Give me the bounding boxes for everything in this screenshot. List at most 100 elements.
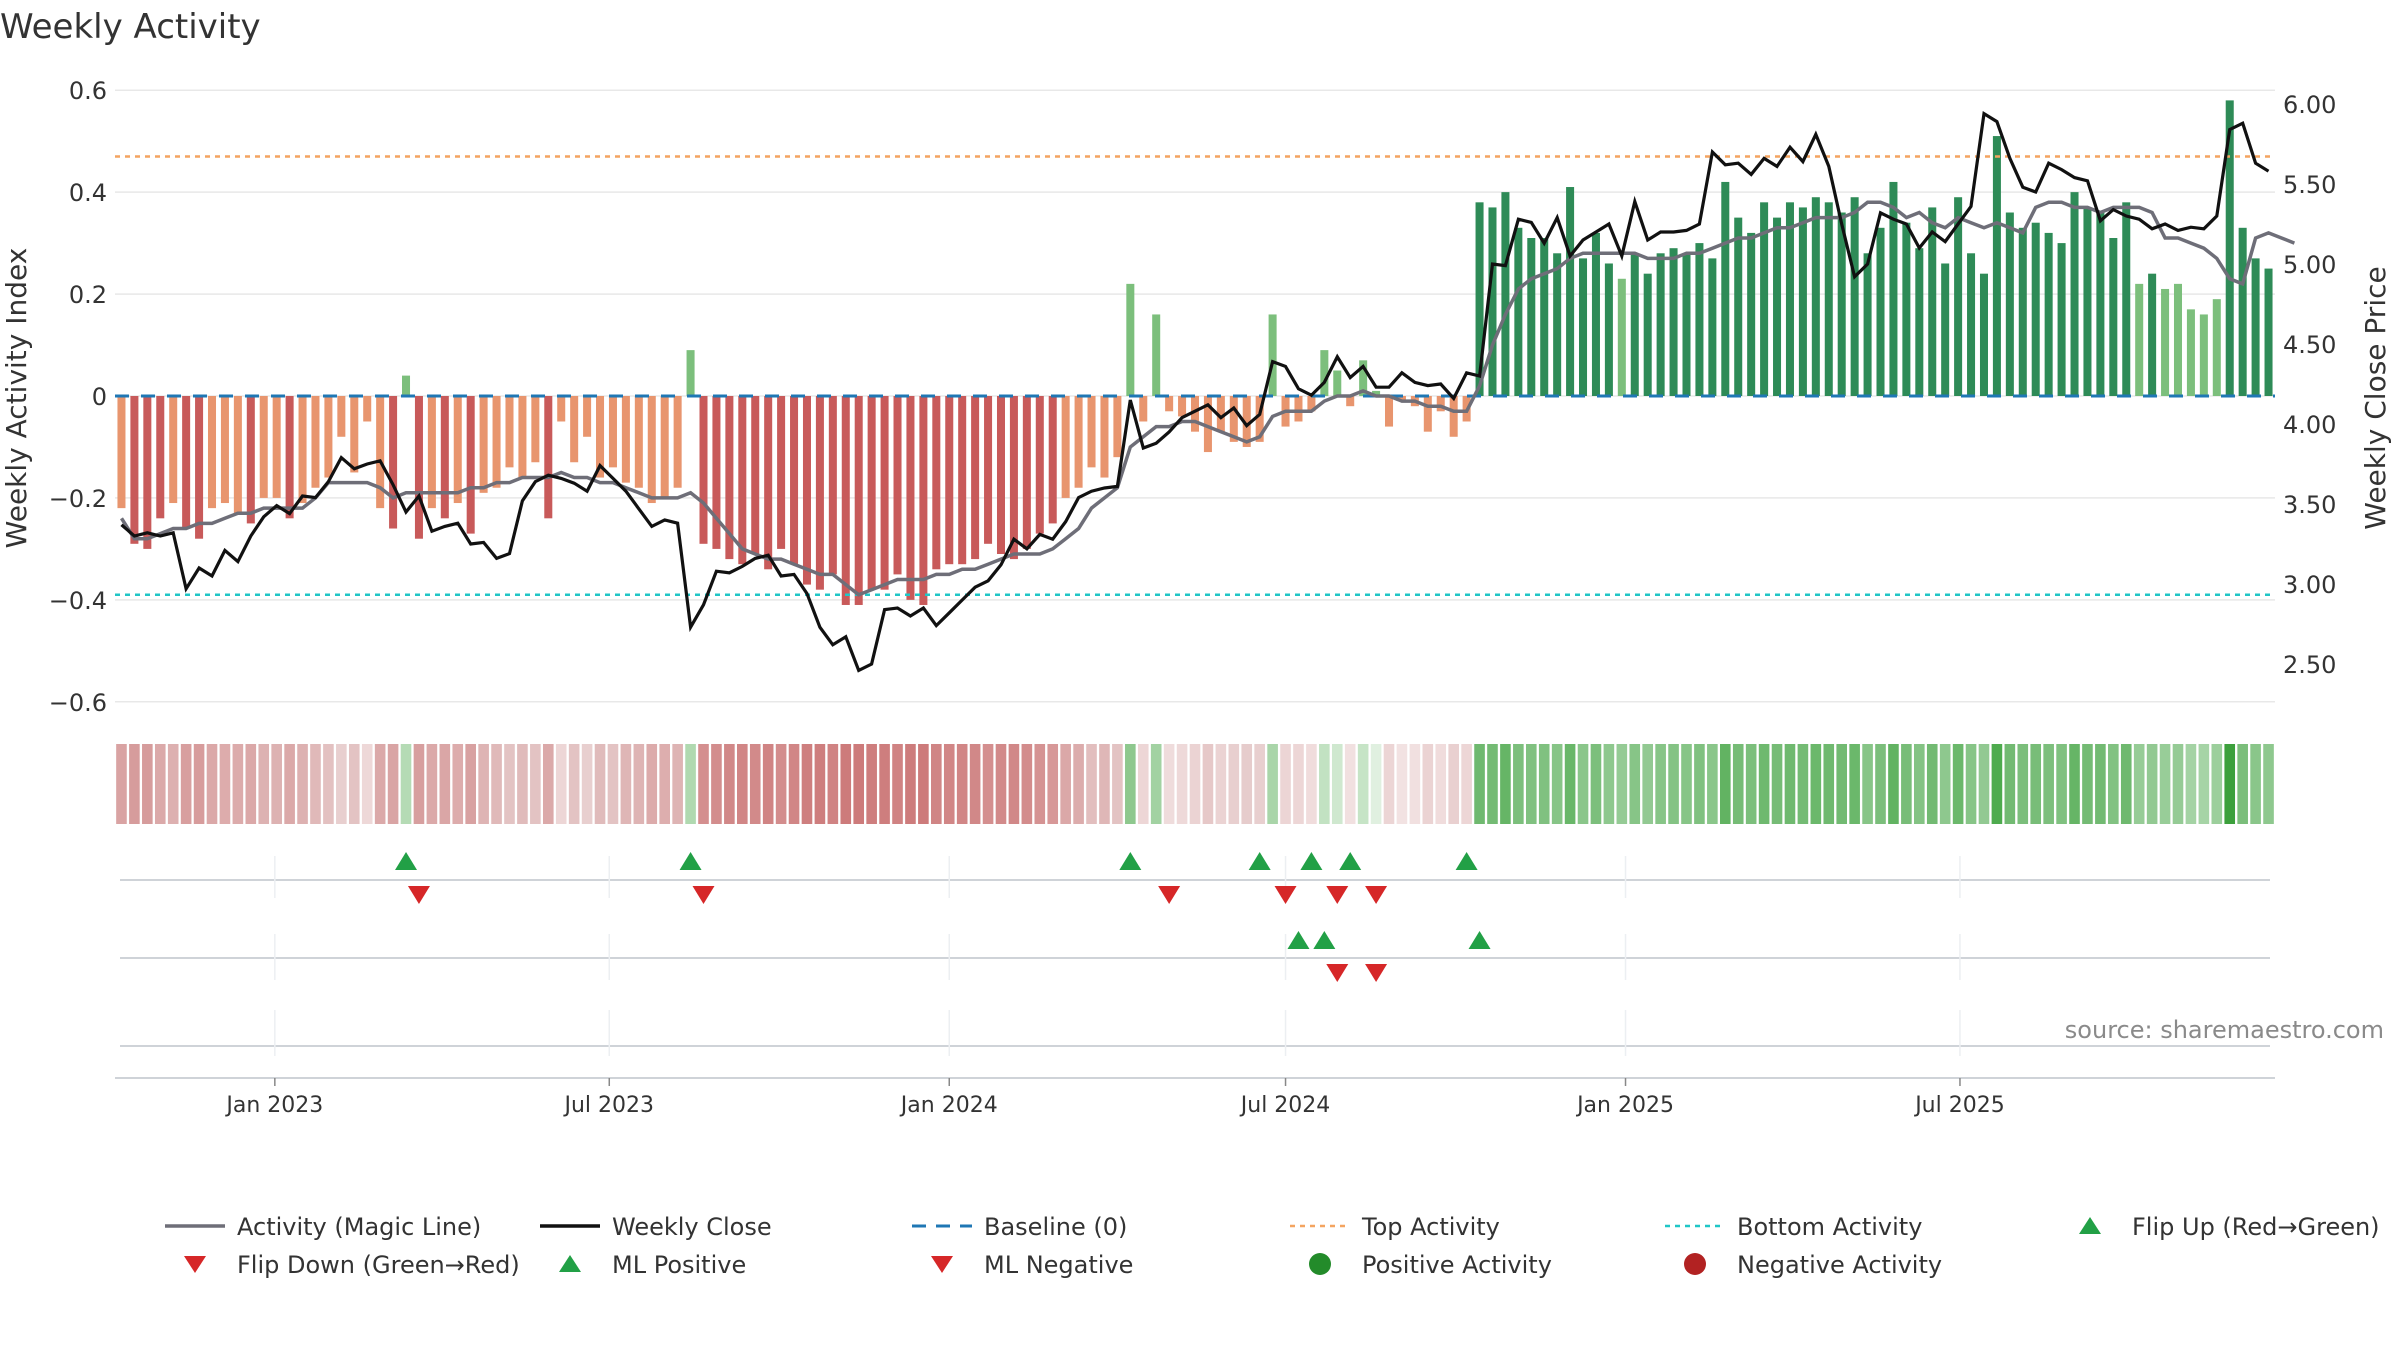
strip-cell [1758, 744, 1770, 824]
activity-bar [2109, 238, 2118, 396]
activity-bar [790, 396, 799, 565]
strip-cell [1112, 744, 1123, 824]
strip-cell [1965, 744, 1977, 824]
activity-bar [1773, 217, 1782, 396]
strip-cell [1732, 744, 1744, 824]
activity-bar [867, 396, 876, 590]
legend-swatch [1684, 1253, 1706, 1275]
strip-cell [633, 744, 645, 824]
activity-bar [1216, 396, 1225, 432]
activity-bar [2083, 207, 2092, 396]
strip-cell [1745, 744, 1757, 824]
legend-label: Weekly Close [612, 1213, 772, 1241]
strip-cell [2224, 744, 2236, 824]
strip-cell [801, 744, 813, 824]
activity-bar [1022, 396, 1031, 549]
legend-item: ML Negative [931, 1251, 1133, 1279]
strip-cell [1538, 744, 1550, 824]
activity-bar [1372, 390, 1381, 396]
strip-cell [348, 744, 360, 824]
strip-cell [1888, 744, 1899, 824]
strip-cell [426, 744, 438, 824]
strip-cell [814, 744, 826, 824]
activity-bar [1785, 202, 1794, 396]
activity-bar [1320, 350, 1329, 396]
activity-bar [1617, 278, 1626, 396]
activity-bar [854, 396, 863, 605]
strip-cell [129, 744, 140, 824]
strip-cell [2069, 744, 2080, 824]
activity-bar [324, 396, 333, 478]
strip-cell [943, 744, 955, 824]
strip-cell [323, 744, 334, 824]
source-note: source: sharemaestro.com [2065, 1016, 2384, 1044]
activity-bar [1604, 263, 1613, 396]
activity-bar [1385, 396, 1394, 427]
strip-cell [116, 744, 127, 824]
flip-down-marker [407, 886, 430, 904]
strip-cell [542, 744, 554, 824]
activity-bar [2251, 258, 2260, 396]
activity-bar [608, 396, 617, 468]
strip-cell [555, 744, 567, 824]
legend-item: ML Positive [559, 1251, 746, 1279]
strip-cell [219, 744, 231, 824]
activity-bar [220, 396, 229, 504]
y2-tick-label: 4.00 [2283, 411, 2336, 439]
strip-cell [1525, 744, 1537, 824]
strip-cell [1008, 744, 1020, 824]
legend-label: ML Positive [612, 1251, 746, 1279]
strip-cell [1810, 744, 1822, 824]
activity-bar [1954, 197, 1963, 396]
activity-bar [1087, 396, 1096, 468]
strip-cell [2056, 744, 2067, 824]
y-tick-label: 0.2 [69, 281, 107, 309]
x-tick-label: Jul 2024 [1239, 1093, 1331, 1118]
activity-bar [272, 396, 281, 498]
x-axis: Jan 2023 Jul 2023 Jan 2024 Jul 2024 Jan 2025… [115, 1077, 2275, 1118]
strip-cell [1603, 744, 1615, 824]
legend-item: Top Activity [1290, 1213, 1500, 1241]
activity-bar [596, 396, 605, 478]
strip-cell [517, 744, 528, 824]
strip-cell [1396, 744, 1408, 824]
y-tick-label: −0.2 [49, 485, 107, 513]
strip-cell [982, 744, 994, 824]
activity-bar [802, 396, 811, 585]
y-tick-label: 0 [92, 383, 107, 411]
activity-bar [1992, 136, 2001, 396]
x-tick-label: Jul 2025 [1913, 1093, 2005, 1118]
activity-bar [1915, 248, 1924, 396]
activity-bar [1514, 227, 1523, 396]
strip-cell [827, 744, 839, 824]
strip-cell [568, 744, 580, 824]
strip-cell [956, 744, 968, 824]
activity-bar [376, 396, 385, 509]
strip-cell [2120, 744, 2132, 824]
activity-bar [984, 396, 993, 544]
activity-bar [2225, 100, 2234, 397]
activity-bar [1630, 253, 1639, 396]
strip-cell [2185, 744, 2197, 824]
strip-cell [1461, 744, 1472, 824]
strip-cell [1163, 744, 1175, 824]
y2-tick-label: 2.50 [2283, 651, 2336, 679]
strip-cell [1254, 744, 1265, 824]
activity-bar [2070, 192, 2079, 396]
flip-up-marker [1339, 852, 1362, 870]
y2-axis-label: Weekly Close Price [2359, 266, 2392, 529]
strip-cell [452, 744, 464, 824]
strip-cell [232, 744, 244, 824]
activity-bar [518, 396, 527, 478]
activity-bar [156, 396, 165, 519]
activity-bar [1850, 197, 1859, 396]
activity-bar [1501, 192, 1510, 396]
activity-bar [143, 396, 152, 549]
strip-cell [905, 744, 916, 824]
strip-cell [749, 744, 761, 824]
ml-positive-marker [1313, 931, 1336, 949]
activity-bar [1203, 396, 1212, 453]
strip-cell [1383, 744, 1395, 824]
strip-cell [840, 744, 852, 824]
activity-bar [169, 396, 178, 504]
